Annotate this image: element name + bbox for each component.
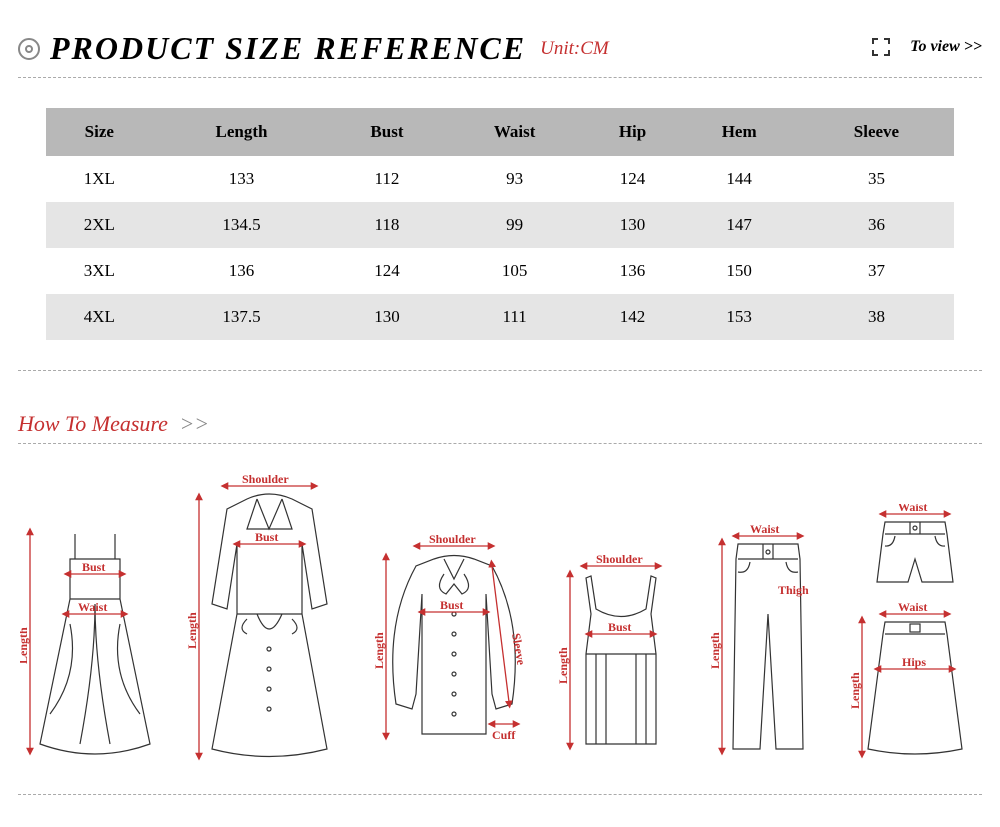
- table-row: 1XL 133 112 93 124 144 35: [46, 156, 954, 202]
- label-waist: Waist: [750, 524, 779, 536]
- table-row: 4XL 137.5 130 111 142 153 38: [46, 294, 954, 340]
- label-shoulder: Shoulder: [242, 474, 289, 486]
- size-table-body: 1XL 133 112 93 124 144 35 2XL 134.5 118 …: [46, 156, 954, 340]
- garment-pants: Waist Thigh Length: [702, 524, 834, 764]
- label-thigh: Thigh: [778, 583, 809, 597]
- col-sleeve: Sleeve: [799, 108, 954, 156]
- how-to-measure-title: How To Measure >>: [18, 411, 982, 443]
- expand-icon[interactable]: [872, 38, 890, 56]
- col-hem: Hem: [679, 108, 799, 156]
- col-length: Length: [153, 108, 331, 156]
- garment-cami-dress: Bust Waist Length: [14, 514, 171, 764]
- target-icon: [18, 38, 40, 60]
- label-length: Length: [374, 632, 386, 669]
- howto-arrows: >>: [179, 411, 209, 436]
- label-cuff: Cuff: [492, 728, 516, 742]
- label-shoulder: Shoulder: [429, 534, 476, 546]
- garment-blouse: Shoulder Bust Sleeve Cuff Length: [368, 534, 540, 764]
- table-row: 2XL 134.5 118 99 130 147 36: [46, 202, 954, 248]
- header-bar: PRODUCT SIZE REFERENCE Unit:CM To view >…: [0, 0, 1000, 77]
- label-length: Length: [556, 647, 570, 684]
- label-length: Length: [850, 672, 862, 709]
- divider: [18, 443, 982, 444]
- garment-shorts-skirt: Waist Waist Hips Length: [844, 504, 986, 764]
- col-waist: Waist: [444, 108, 586, 156]
- label-bust: Bust: [440, 598, 463, 612]
- label-length: Length: [20, 627, 30, 664]
- label-length: Length: [708, 632, 722, 669]
- how-to-measure-section: How To Measure >>: [0, 371, 1000, 454]
- label-bust: Bust: [608, 620, 631, 634]
- label-waist: Waist: [898, 504, 927, 514]
- label-bust: Bust: [82, 560, 105, 574]
- size-table-container: Size Length Bust Waist Hip Hem Sleeve 1X…: [0, 78, 1000, 370]
- label-waist: Waist: [898, 600, 927, 614]
- col-bust: Bust: [330, 108, 443, 156]
- col-hip: Hip: [586, 108, 680, 156]
- garment-camisole: Shoulder Bust Length: [550, 554, 692, 764]
- label-hips: Hips: [902, 655, 926, 669]
- label-length: Length: [187, 612, 199, 649]
- garment-coat-dress: Shoulder Bust Length: [181, 474, 358, 764]
- col-size: Size: [46, 108, 153, 156]
- table-row: 3XL 136 124 105 136 150 37: [46, 248, 954, 294]
- unit-label: Unit:CM: [540, 38, 609, 60]
- page-title: PRODUCT SIZE REFERENCE: [50, 30, 526, 67]
- garment-diagrams: Bust Waist Length Shoulder Bust: [0, 454, 1000, 794]
- label-waist: Waist: [78, 600, 107, 614]
- label-sleeve: Sleeve: [509, 632, 528, 667]
- table-header-row: Size Length Bust Waist Hip Hem Sleeve: [46, 108, 954, 156]
- howto-title-text: How To Measure: [18, 411, 168, 436]
- view-controls: To view >>: [872, 38, 982, 56]
- divider: [18, 794, 982, 795]
- label-bust: Bust: [255, 530, 278, 544]
- label-shoulder: Shoulder: [596, 554, 643, 566]
- to-view-link[interactable]: To view >>: [910, 38, 982, 56]
- size-table: Size Length Bust Waist Hip Hem Sleeve 1X…: [46, 108, 954, 340]
